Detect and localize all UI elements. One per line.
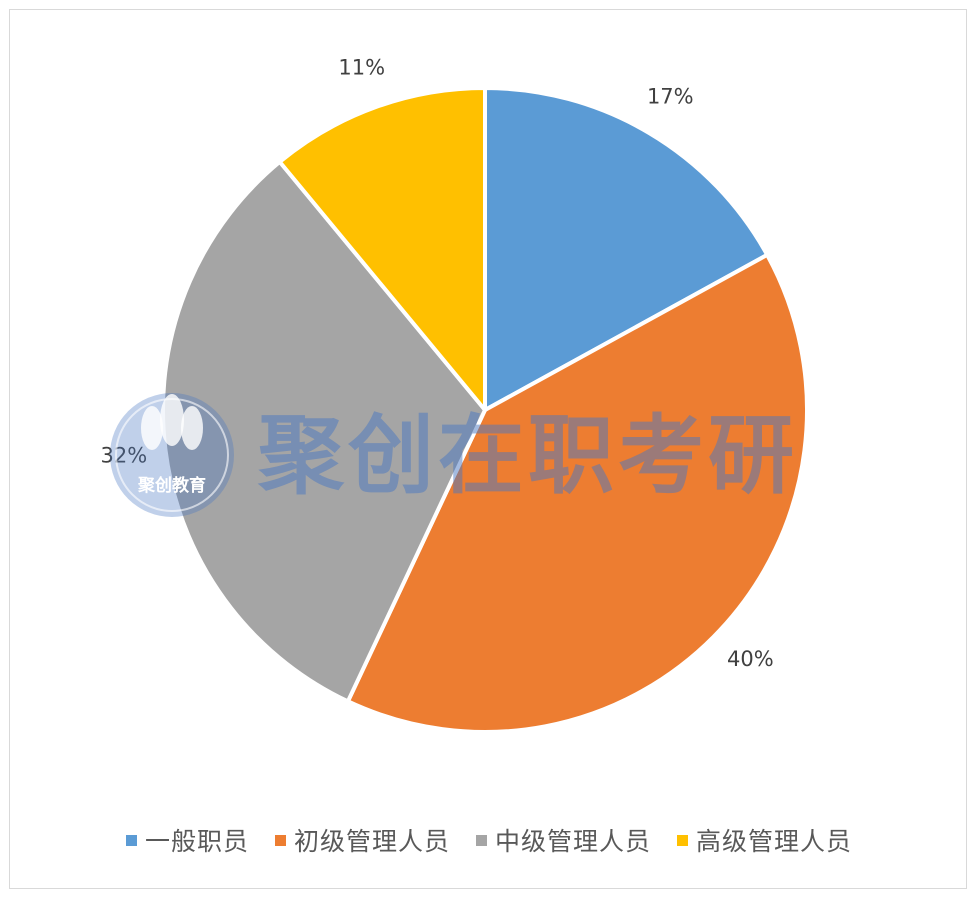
legend-swatch: [476, 834, 487, 846]
legend-label: 初级管理人员: [293, 827, 450, 856]
pie-slice: [483, 86, 770, 412]
legend-label: 高级管理人员: [696, 827, 853, 856]
legend-item: 中级管理人员: [476, 822, 651, 858]
pie-slice: [277, 86, 487, 412]
legend-label: 一般职员: [144, 827, 249, 856]
legend-label: 中级管理人员: [495, 827, 652, 856]
legend: 一般职员 初级管理人员 中级管理人员 高级管理人员: [0, 815, 978, 865]
pie-data-label: 11%: [338, 56, 385, 80]
pie-slice: [345, 252, 809, 734]
legend-swatch: [677, 834, 689, 846]
legend-item: 初级管理人员: [274, 822, 450, 858]
legend-item: 高级管理人员: [677, 822, 852, 858]
legend-item: 一般职员: [125, 822, 249, 858]
legend-swatch: [125, 834, 137, 846]
pie-data-label: 40%: [727, 647, 774, 671]
pie-data-label: 32%: [101, 444, 148, 468]
pie-slices: [161, 86, 809, 734]
legend-swatch: [274, 834, 286, 846]
pie-data-label: 17%: [647, 85, 694, 109]
